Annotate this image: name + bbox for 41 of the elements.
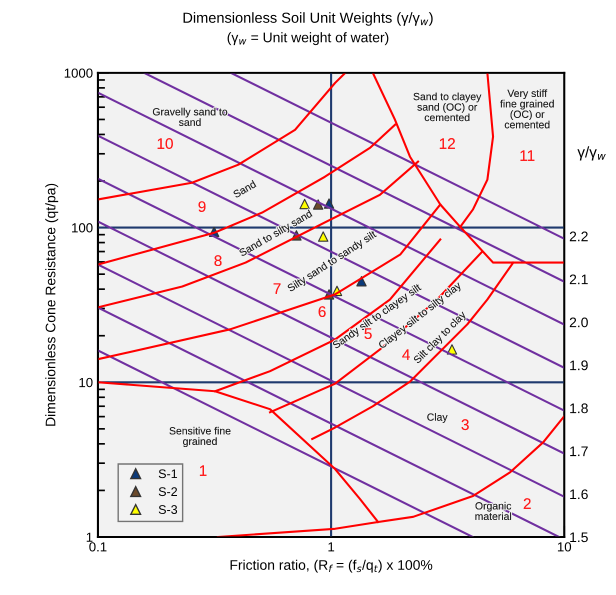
y-tick-label: 1 [86, 532, 92, 542]
annotation: 10 [158, 138, 173, 150]
y2-tick-label: 2.2 [570, 232, 588, 242]
legend-label: S-3 [158, 505, 178, 514]
y2-axis-title: γ/γ$_{w}$ [577, 146, 606, 160]
y2-tick-label: 2.1 [570, 274, 588, 284]
annotation: Sand to silty sand [238, 209, 314, 258]
x-tick-label: 10 [558, 542, 572, 552]
x-tick-label: 0.1 [89, 542, 106, 552]
annotation: Sand to clayey sand (OC) or cemented [413, 92, 482, 122]
y2-tick-label: 1.9 [570, 360, 588, 370]
annotation: 9 [198, 201, 206, 212]
legend-label: S-1 [158, 469, 178, 478]
x-tick-label: 1 [328, 542, 334, 552]
y2-tick-label: 1.6 [570, 489, 588, 500]
annotation: 12 [440, 138, 455, 149]
annotation: 7 [274, 283, 281, 294]
chart-title: Dimensionless Soil Unit Weights (γ/γ$_{w}$) [184, 12, 433, 26]
y2-tick-label: 2.0 [570, 317, 588, 328]
annotation: 2 [524, 498, 531, 509]
legend-label: S-2 [158, 487, 178, 496]
annotation: 4 [402, 349, 410, 360]
y-tick-label: 10 [79, 378, 93, 388]
annotation: 5 [364, 328, 372, 340]
annotation: Sensitive fine grained [170, 426, 231, 448]
annotation: Clay [427, 413, 448, 423]
y-tick-label: 100 [72, 223, 93, 232]
annotation: 8 [214, 255, 222, 266]
y2-tick-label: 1.5 [570, 532, 588, 542]
y-tick-label: 1000 [64, 68, 93, 78]
annotation: 3 [462, 419, 469, 430]
annotation: Very stiff fine grained (OC) or cemented [500, 89, 554, 128]
y-axis-title: Dimensionless Cone Resistance (qt/pa) [45, 184, 58, 426]
y2-tick-label: 1.8 [570, 403, 588, 414]
annotation: 1 [200, 465, 207, 476]
annotation: 11 [520, 150, 534, 161]
y2-tick-label: 1.7 [570, 446, 588, 456]
annotation: 6 [318, 306, 326, 318]
x-axis-title: Friction ratio, (R$_{f}$ = (f$_{s}$/q$_{t}$) x 100% [230, 560, 432, 573]
chart-subtitle: (γ$_{w}$ = Unit weight of water) [228, 32, 388, 46]
annotation: Sand [232, 180, 256, 198]
